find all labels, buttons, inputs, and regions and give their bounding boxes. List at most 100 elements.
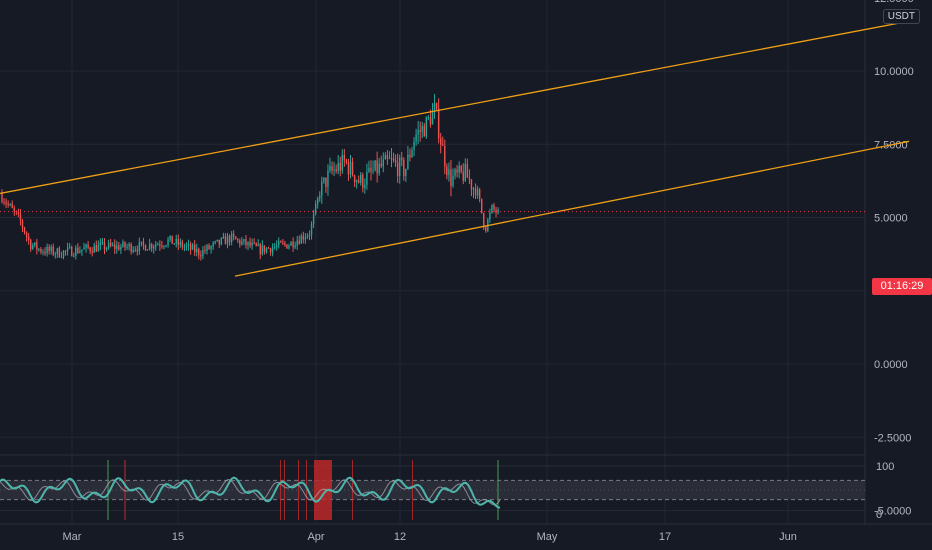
candle-body <box>148 243 151 250</box>
candle-body <box>97 245 100 252</box>
candle-body <box>394 160 397 163</box>
oscillator-signal-bar <box>318 460 320 520</box>
candle-body <box>485 227 487 231</box>
candle-body <box>7 203 9 205</box>
candle-body <box>150 243 153 249</box>
candle-body <box>64 250 67 252</box>
candle-body <box>200 255 202 257</box>
candle-body <box>27 236 30 241</box>
currency-badge[interactable]: USDT <box>882 9 920 24</box>
candle-body <box>23 227 26 233</box>
candle-body <box>138 242 141 252</box>
candle-body <box>153 246 155 249</box>
candle-body <box>42 251 44 253</box>
candle-body <box>276 245 278 247</box>
candle-body <box>214 241 216 243</box>
candle-body <box>351 161 354 176</box>
candle-body <box>212 242 214 247</box>
candle-body <box>472 188 475 190</box>
candle-body <box>189 244 192 250</box>
candle-body <box>17 212 20 214</box>
candle-body <box>368 167 370 172</box>
candle-body <box>40 248 42 253</box>
candle-body <box>444 145 446 167</box>
candle-body <box>126 246 128 248</box>
candle-body <box>202 249 204 257</box>
time-tick-label: Apr <box>307 531 324 543</box>
candle-body <box>95 245 97 252</box>
candle-body <box>68 246 71 248</box>
candle-body <box>247 241 249 246</box>
oscillator-tick-label: 100 <box>876 461 894 473</box>
candle-body <box>261 245 264 255</box>
candle-body <box>81 249 83 252</box>
candle-body <box>331 166 333 171</box>
candle-body <box>114 244 116 249</box>
oscillator-signal-bar <box>280 460 281 520</box>
candle-body <box>421 126 423 132</box>
trendline-2 <box>234 140 910 277</box>
candle-body <box>497 209 499 213</box>
candle-body <box>265 247 268 253</box>
candle-body <box>116 245 118 249</box>
candle-body <box>73 255 75 257</box>
candle-body <box>85 244 87 248</box>
candle-body <box>349 161 352 175</box>
candle-body <box>161 245 163 247</box>
candle-body <box>140 241 143 243</box>
candle-body <box>460 165 462 172</box>
candle-body <box>249 241 251 246</box>
candle-body <box>474 188 477 196</box>
candle-body <box>360 174 362 183</box>
candle-body <box>239 239 241 245</box>
candle-body <box>32 245 34 249</box>
time-tick-label: 12 <box>394 531 406 543</box>
candle-body <box>142 241 145 246</box>
candle-body <box>124 242 126 248</box>
candle-body <box>386 155 389 159</box>
candle-body <box>66 247 69 251</box>
candle-body <box>392 158 395 161</box>
candle-body <box>38 248 40 250</box>
price-tick-label: 0.0000 <box>874 359 908 371</box>
candle-body <box>155 244 157 247</box>
candle-body <box>269 248 272 253</box>
candle-body <box>218 239 220 245</box>
candle-body <box>364 184 366 188</box>
trendline-1 <box>0 20 910 195</box>
candle-body <box>358 180 360 183</box>
candle-body <box>468 177 471 180</box>
candle-body <box>169 235 171 240</box>
price-tick-label: -2.5000 <box>874 432 911 444</box>
time-tick-label: May <box>537 531 558 543</box>
price-tick-label: 10.0000 <box>874 66 914 78</box>
candle-body <box>388 158 391 160</box>
candle-body <box>382 159 384 167</box>
price-tick-label: 5.0000 <box>874 213 908 225</box>
candle-body <box>411 149 413 158</box>
candle-body <box>112 244 114 246</box>
candle-body <box>220 238 223 245</box>
candle-body <box>267 247 270 249</box>
candle-body <box>9 204 11 206</box>
candle-body <box>280 241 282 243</box>
time-tick-label: 15 <box>172 531 184 543</box>
candle-body <box>101 242 104 244</box>
candle-body <box>3 201 5 203</box>
candle-body <box>103 242 106 250</box>
candle-body <box>372 170 374 172</box>
candle-body <box>50 246 52 251</box>
candle-body <box>425 117 428 137</box>
candle-body <box>435 103 438 109</box>
oscillator-signal-bar <box>322 460 324 520</box>
candle-body <box>415 134 417 142</box>
candle-body <box>433 103 436 111</box>
candle-body <box>198 248 200 256</box>
oscillator-signal-bar <box>298 460 299 520</box>
candle-body <box>333 169 335 171</box>
candle-body <box>210 246 212 249</box>
candle-body <box>44 251 46 254</box>
candle-body <box>259 244 261 255</box>
